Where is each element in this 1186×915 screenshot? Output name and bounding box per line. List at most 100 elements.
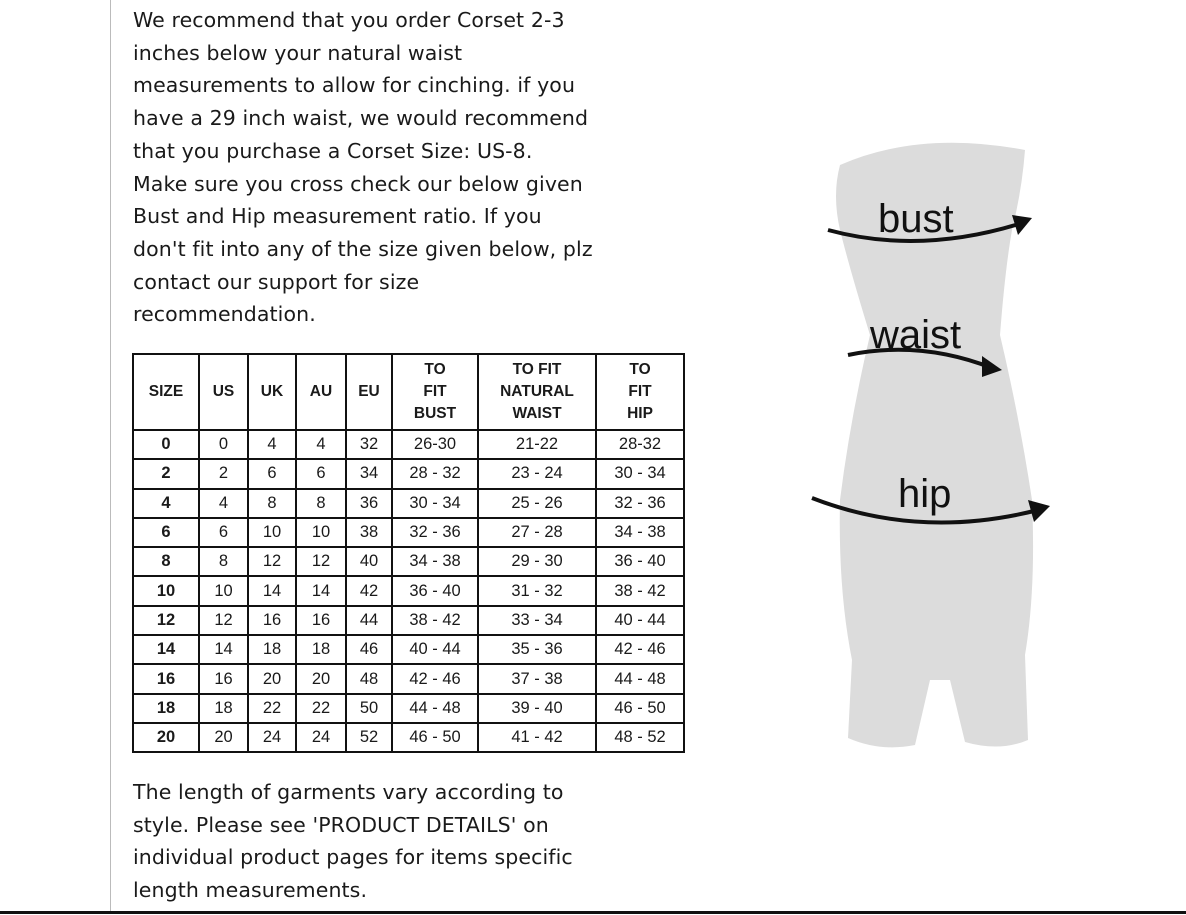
size-chart-table: SIZE US UK AU EU TO FIT BUST TO FIT NATURAL WA… (132, 353, 685, 754)
table-cell: 34 - 38 (391, 546, 479, 578)
table-cell: 21-22 (477, 428, 597, 461)
bottom-divider (0, 911, 1186, 914)
text-line: The length of garments vary according to (133, 780, 564, 804)
table-cell: 40 - 44 (391, 634, 479, 666)
size-cell: 20 (132, 721, 200, 754)
size-cell: 10 (132, 575, 200, 607)
table-cell: 27 - 28 (477, 516, 597, 549)
table-cell: 48 - 52 (595, 721, 685, 754)
waist-arrowhead-icon (982, 356, 1002, 377)
table-cell: 4 (198, 487, 249, 519)
text-line: that you purchase a Corset Size: US-8. (133, 138, 533, 163)
table-cell: 39 - 40 (477, 692, 597, 724)
table-cell: 4 (247, 428, 297, 461)
text-line: We recommend that you order Corset 2-3 (133, 8, 565, 32)
table-cell: 30 - 34 (391, 487, 479, 519)
text-line: have a 29 inch waist, we would recommend (133, 106, 589, 131)
table-cell: 28-32 (595, 428, 685, 461)
table-cell: 36 - 40 (595, 546, 685, 578)
table-cell: 44 - 48 (595, 663, 685, 695)
table-row: 14 14 18 18 46 40 - 44 35 - 36 42 - 46 (132, 634, 685, 666)
table-cell: 31 - 32 (477, 575, 597, 607)
table-cell: 12 (295, 546, 347, 578)
table-cell: 33 - 34 (477, 604, 597, 637)
table-cell: 14 (247, 575, 297, 607)
bust-arrowhead-icon (1012, 215, 1032, 235)
waist-arrow-icon (847, 347, 993, 370)
text-line: style. Please see 'PRODUCT DETAILS' on (133, 812, 549, 837)
table-cell: 32 - 36 (595, 487, 685, 519)
table-cell: 41 - 42 (477, 721, 597, 754)
text-line: inches below your natural waist (133, 40, 463, 65)
size-cell: 14 (132, 634, 200, 666)
table-cell: 50 (345, 692, 393, 724)
text-line: contact our support for size (133, 269, 420, 294)
table-cell: 48 (345, 663, 393, 695)
table-cell: 42 - 46 (595, 634, 685, 666)
text-line: measurements to allow for cinching. if y… (133, 73, 576, 98)
column-header: TO FIT NATURAL WAIST (477, 353, 597, 431)
table-cell: 32 (345, 428, 393, 461)
table-cell: 14 (295, 575, 347, 607)
table-cell: 22 (247, 692, 297, 724)
table-cell: 22 (295, 692, 347, 724)
size-cell: 0 (132, 428, 200, 461)
column-header: US (198, 353, 249, 431)
bust-arrow-icon (827, 221, 1023, 243)
table-cell: 46 - 50 (391, 721, 479, 754)
table-cell: 36 - 40 (391, 575, 479, 607)
table-cell: 34 - 38 (595, 516, 685, 549)
mannequin-body (836, 142, 1034, 748)
table-cell: 25 - 26 (477, 487, 597, 519)
table-cell: 6 (295, 458, 347, 490)
table-cell: 14 (198, 634, 249, 666)
column-header: TO FIT BUST (391, 353, 479, 431)
table-cell: 38 - 42 (595, 575, 685, 607)
table-cell: 6 (247, 458, 297, 490)
table-cell: 44 - 48 (391, 692, 479, 724)
table-cell: 12 (247, 546, 297, 578)
table-cell: 20 (247, 663, 297, 695)
table-cell: 10 (198, 575, 249, 607)
table-cell: 0 (198, 428, 249, 461)
table-row: 4 4 8 8 36 30 - 34 25 - 26 32 - 36 (132, 487, 685, 519)
text-line: individual product pages for items speci… (133, 845, 573, 870)
table-cell: 18 (198, 692, 249, 724)
table-row: 2 2 6 6 34 28 - 32 23 - 24 30 - 34 (132, 458, 685, 490)
table-cell: 16 (247, 604, 297, 637)
table-row: 16 16 20 20 48 42 - 46 37 - 38 44 - 48 (132, 663, 685, 695)
text-line: Make sure you cross check our below give… (133, 171, 583, 196)
table-header-row: SIZE US UK AU EU TO FIT BUST TO FIT NATURAL WA… (132, 353, 685, 431)
table-row: 18 18 22 22 50 44 - 48 39 - 40 46 - 50 (132, 692, 685, 724)
table-cell: 42 - 46 (391, 663, 479, 695)
table-cell: 52 (345, 721, 393, 754)
waist-label: waist (869, 313, 961, 357)
left-divider (110, 0, 111, 912)
table-cell: 38 - 42 (391, 604, 479, 637)
table-cell: 40 (345, 546, 393, 578)
column-header: TO FIT HIP (595, 353, 685, 431)
size-cell: 8 (132, 546, 200, 578)
size-cell: 16 (132, 663, 200, 695)
column-header: EU (345, 353, 393, 431)
table-cell: 30 - 34 (595, 458, 685, 490)
length-note-paragraph: The length of garments vary according to… (133, 776, 573, 907)
table-cell: 20 (295, 663, 347, 695)
table-cell: 8 (198, 546, 249, 578)
table-row: 0 0 4 4 32 26-30 21-22 28-32 (132, 428, 685, 461)
table-cell: 2 (198, 458, 249, 490)
table-cell: 37 - 38 (477, 663, 597, 695)
table-cell: 18 (295, 634, 347, 666)
table-cell: 23 - 24 (477, 458, 597, 490)
table-cell: 10 (295, 516, 347, 549)
table-cell: 10 (247, 516, 297, 549)
table-cell: 12 (198, 604, 249, 637)
size-cell: 4 (132, 487, 200, 519)
table-cell: 4 (295, 428, 347, 461)
table-cell: 35 - 36 (477, 634, 597, 666)
hip-arrow-icon (811, 496, 1039, 525)
hip-label: hip (898, 472, 951, 516)
table-cell: 24 (247, 721, 297, 754)
table-row: 10 10 14 14 42 36 - 40 31 - 32 38 - 42 (132, 575, 685, 607)
size-cell: 2 (132, 458, 200, 490)
